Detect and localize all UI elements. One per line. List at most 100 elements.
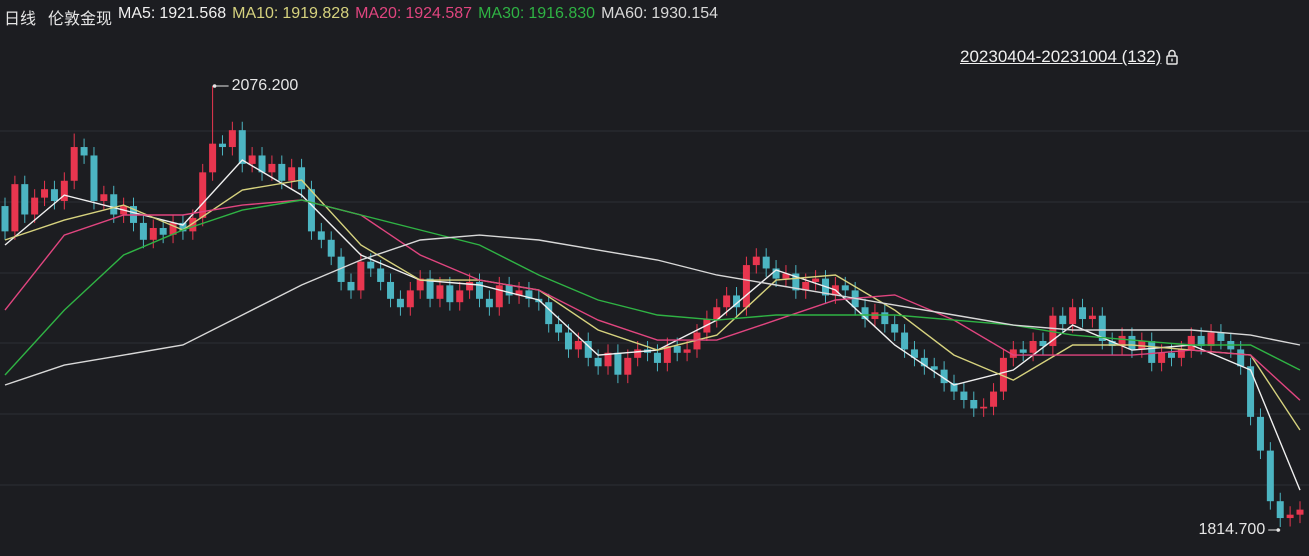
candle-body — [742, 265, 750, 308]
candle-body — [584, 340, 592, 358]
legend-value: 1921.568 — [159, 5, 227, 22]
legend-label: MA5: — [118, 5, 156, 22]
candle-body — [505, 285, 513, 296]
candle-body — [90, 155, 98, 202]
candle-body — [930, 366, 938, 370]
candle-body — [802, 281, 810, 291]
candle-body — [545, 302, 553, 325]
candle-body — [614, 352, 622, 375]
candle-body — [436, 285, 444, 299]
candle-body — [347, 281, 355, 291]
candle-body — [1296, 509, 1304, 515]
candle-body — [1247, 366, 1255, 417]
ma-line — [4, 179, 1301, 431]
ma-line — [4, 234, 1301, 386]
candle-body — [139, 222, 147, 240]
candle-body — [307, 189, 315, 232]
legend-label: MA10: — [232, 5, 279, 22]
legend-value: 1919.828 — [282, 5, 350, 22]
candle-body — [910, 349, 918, 358]
date-range[interactable]: 20230404-20231004 (132) — [960, 47, 1179, 67]
candle-body — [762, 256, 770, 269]
candle-body — [456, 290, 464, 303]
legend: MA5: 1921.568 MA10: 1919.828 MA20: 1924.587 MA… — [118, 5, 718, 29]
candle-body — [772, 268, 780, 279]
candle-body — [634, 349, 642, 358]
candle-body — [990, 391, 998, 407]
legend-label: MA60: — [601, 5, 648, 22]
candle-body — [387, 281, 395, 299]
lock-icon[interactable] — [1165, 49, 1179, 65]
candle-body — [673, 346, 681, 353]
candle-body — [861, 307, 869, 320]
candle-body — [396, 298, 404, 308]
header: 日线 伦敦金现 MA5: 1921.568 MA10: 1919.828 MA20: 19… — [4, 5, 718, 29]
chart-title: 伦敦金现 — [48, 11, 113, 28]
candle-body — [248, 155, 256, 164]
candle-body — [1207, 332, 1215, 347]
candle-body — [1039, 340, 1047, 347]
candle-body — [228, 130, 236, 148]
candle-body — [1158, 352, 1166, 363]
candle-body — [1029, 340, 1037, 353]
candle-body — [31, 197, 39, 215]
candles — [1, 85, 1304, 527]
candle-body — [1128, 335, 1136, 350]
candle-body — [1256, 416, 1264, 451]
candle-body — [713, 307, 721, 320]
candle-body — [555, 324, 563, 333]
candle-body — [337, 256, 345, 282]
candle-body — [327, 239, 335, 257]
candle-body — [41, 189, 49, 198]
annotation-dot — [1276, 528, 1281, 532]
grid — [0, 130, 1309, 486]
candle-body — [288, 167, 296, 181]
candle-body — [1286, 514, 1294, 519]
candle-body — [80, 147, 88, 156]
candle-body — [950, 383, 958, 392]
candle-body — [406, 290, 414, 308]
candle-body — [446, 285, 454, 303]
candle-body — [653, 352, 661, 363]
period: 日线 — [4, 11, 37, 28]
candle-body — [416, 278, 424, 291]
candle-body — [812, 278, 820, 282]
legend-value: 1930.154 — [651, 5, 719, 22]
legend-value: 1924.587 — [405, 5, 473, 22]
candle-body — [21, 184, 29, 215]
candle-body — [782, 273, 790, 279]
candle-body — [980, 406, 988, 409]
candle-body — [357, 261, 365, 291]
date-range-label[interactable]: 20230404-20231004 (132) — [960, 47, 1162, 66]
candle-body — [841, 285, 849, 291]
candle-body — [100, 194, 108, 202]
candle-body — [624, 357, 632, 375]
candle-body — [1197, 335, 1205, 347]
candle-body — [466, 281, 474, 291]
candle-body — [604, 352, 612, 367]
ma-line — [4, 199, 1301, 401]
candle-body — [663, 346, 671, 363]
legend-item: MA20: 1924.587 — [355, 5, 472, 29]
candle-body — [258, 155, 266, 173]
candle-body — [564, 332, 572, 350]
candle-body — [476, 281, 484, 299]
candle-body — [238, 130, 246, 164]
candle-body — [11, 184, 19, 232]
candle-body — [920, 357, 928, 367]
candle-body — [1049, 315, 1057, 347]
candle-body — [1059, 315, 1067, 325]
legend-item: MA5: 1921.568 — [118, 5, 226, 29]
annotations: 2076.200 1814.700 — [212, 77, 1281, 538]
candle-body — [149, 227, 157, 240]
candle-body — [881, 312, 889, 325]
candle-body — [1177, 349, 1185, 358]
candle-body — [1187, 335, 1195, 350]
candle-body — [426, 278, 434, 299]
candle-body — [169, 222, 177, 235]
candle-body — [940, 369, 948, 384]
legend-item: MA30: 1916.830 — [478, 5, 595, 29]
candle-body — [50, 189, 58, 202]
